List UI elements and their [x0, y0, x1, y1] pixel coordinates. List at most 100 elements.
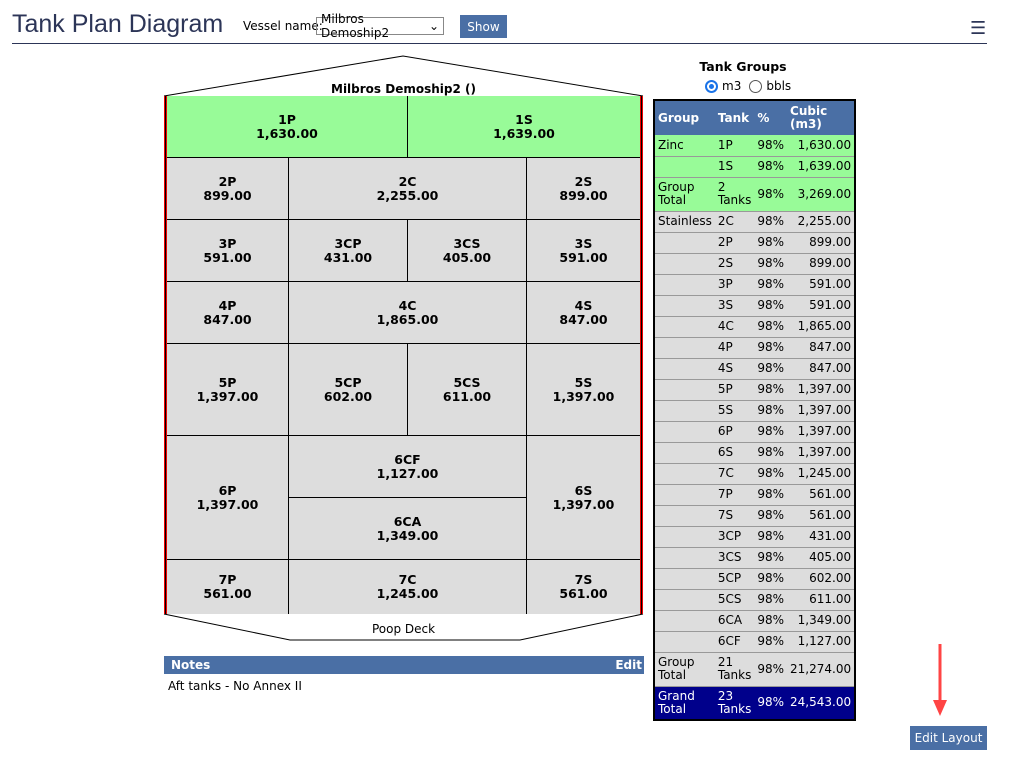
tank-volume: 847.00: [559, 311, 608, 327]
tank-volume: 561.00: [203, 586, 252, 601]
tank-cell-3p[interactable]: 3P 591.00: [167, 220, 288, 281]
cell-group: [654, 421, 715, 443]
tank-cell-5s[interactable]: 5S 1,397.00: [527, 344, 640, 435]
tank-cell-6ca[interactable]: 6CA 1,349.00: [289, 498, 526, 559]
cell-group: [654, 274, 715, 296]
cell-percent: 98%: [754, 177, 788, 212]
tank-volume: 1,127.00: [376, 465, 439, 481]
tank-cell-4c[interactable]: 4C 1,865.00: [289, 282, 526, 343]
tank-cell-5cp[interactable]: 5CP 602.00: [289, 344, 407, 435]
tank-cell-1s[interactable]: 1S 1,639.00: [408, 96, 640, 157]
tank-volume: 847.00: [203, 311, 252, 327]
cell-cubic: 1,245.00: [787, 463, 856, 485]
cell-tank: 5CS: [714, 589, 755, 611]
page-title: Tank Plan Diagram: [12, 10, 224, 38]
edit-layout-button[interactable]: Edit Layout: [910, 726, 987, 750]
table-row: 3P 98% 591.00: [654, 274, 856, 296]
radio-bbls[interactable]: [749, 79, 763, 93]
notes-title: Notes: [171, 658, 211, 672]
cell-cubic: 21,274.00: [787, 652, 856, 687]
tank-cell-1p[interactable]: 1P 1,630.00: [167, 96, 407, 157]
cell-percent: 98%: [754, 568, 788, 590]
cell-percent: 98%: [754, 316, 788, 338]
tank-cell-3s[interactable]: 3S 591.00: [527, 220, 640, 281]
tank-cell-3cp[interactable]: 3CP 431.00: [289, 220, 407, 281]
cell-tank: 2C: [714, 211, 755, 233]
cell-percent: 98%: [754, 631, 788, 653]
cell-group: Group Total: [654, 177, 715, 212]
tank-name: 2S: [574, 173, 593, 189]
table-row: 6CF 98% 1,127.00: [654, 631, 856, 653]
cell-group: [654, 232, 715, 254]
vessel-name-label: Vessel name:: [243, 19, 323, 33]
tank-name: 4C: [398, 297, 417, 313]
radio-m3[interactable]: [705, 79, 718, 93]
hamburger-icon[interactable]: ☰: [970, 18, 987, 39]
cell-group: [654, 484, 715, 506]
cell-percent: 98%: [754, 358, 788, 380]
cell-group: [654, 631, 715, 653]
cell-group: [654, 547, 715, 569]
cell-tank: 7C: [714, 463, 755, 485]
cell-percent: 98%: [754, 526, 788, 548]
tank-cell-3cs[interactable]: 3CS 405.00: [408, 220, 526, 281]
table-row: 6P 98% 1,397.00: [654, 421, 856, 443]
notes-edit-link[interactable]: Edit: [615, 658, 642, 672]
tank-name: 3CS: [453, 235, 481, 251]
table-row: 6S 98% 1,397.00: [654, 442, 856, 464]
cell-tank: 2P: [714, 232, 755, 254]
cell-group: [654, 463, 715, 485]
tank-cell-7p[interactable]: 7P 561.00: [167, 560, 288, 614]
title-divider: [12, 43, 987, 44]
cell-percent: 98%: [754, 484, 788, 506]
cell-cubic: 899.00: [787, 253, 856, 275]
tank-cell-2s[interactable]: 2S 899.00: [527, 158, 640, 219]
tank-cell-2p[interactable]: 2P 899.00: [167, 158, 288, 219]
ship-name: Milbros Demoship2 (): [331, 82, 476, 96]
table-row: 2S 98% 899.00: [654, 253, 856, 275]
show-button[interactable]: Show: [460, 15, 507, 38]
red-arrow-annotation: [933, 644, 947, 716]
tank-cell-2c[interactable]: 2C 2,255.00: [289, 158, 526, 219]
vessel-select-value: Milbros Demoship2: [321, 12, 390, 40]
tank-volume: 431.00: [323, 249, 373, 265]
cell-tank: 4S: [714, 358, 755, 380]
table-row: 5S 98% 1,397.00: [654, 400, 856, 422]
radio-m3-label: m3: [722, 79, 742, 93]
tank-cell-7c[interactable]: 7C 1,245.00: [289, 560, 526, 614]
cell-tank: 5CP: [714, 568, 755, 590]
cell-cubic: 847.00: [787, 337, 856, 359]
tank-name: 4S: [574, 297, 593, 313]
table-row: 4P 98% 847.00: [654, 337, 856, 359]
cell-cubic: 3,269.00: [787, 177, 856, 212]
tank-cell-5cs[interactable]: 5CS 611.00: [408, 344, 526, 435]
cell-tank: 3CP: [714, 526, 755, 548]
cell-tank: 1S: [714, 156, 755, 178]
cell-group: Zinc: [654, 135, 715, 157]
cell-cubic: 561.00: [787, 484, 856, 506]
tank-cell-5p[interactable]: 5P 1,397.00: [167, 344, 288, 435]
tank-name: 7C: [398, 572, 417, 587]
tank-volume: 611.00: [442, 388, 492, 404]
notes-text: Aft tanks - No Annex II: [168, 679, 302, 693]
tank-cell-6cf[interactable]: 6CF 1,127.00: [289, 436, 526, 497]
tank-name: 2P: [218, 173, 237, 189]
cell-group: [654, 337, 715, 359]
tank-cell-4s[interactable]: 4S 847.00: [527, 282, 640, 343]
table-row: Group Total 2 Tanks 98% 3,269.00: [654, 177, 856, 212]
tank-cell-6s[interactable]: 6S 1,397.00: [527, 436, 640, 559]
cell-cubic: 24,543.00: [787, 686, 856, 721]
tank-cell-6p[interactable]: 6P 1,397.00: [167, 436, 288, 559]
tank-name: 6CA: [393, 513, 422, 529]
cell-percent: 98%: [754, 505, 788, 527]
tank-name: 5P: [218, 374, 237, 390]
tank-volume: 405.00: [442, 249, 492, 265]
cell-group: Group Total: [654, 652, 715, 687]
tank-cell-4p[interactable]: 4P 847.00: [167, 282, 288, 343]
tank-volume: 602.00: [323, 388, 373, 404]
cell-cubic: 591.00: [787, 274, 856, 296]
tank-cell-7s[interactable]: 7S 561.00: [527, 560, 640, 614]
table-row: 5P 98% 1,397.00: [654, 379, 856, 401]
vessel-select[interactable]: Milbros Demoship2 ⌄: [316, 12, 444, 40]
table-row: 3CP 98% 431.00: [654, 526, 856, 548]
